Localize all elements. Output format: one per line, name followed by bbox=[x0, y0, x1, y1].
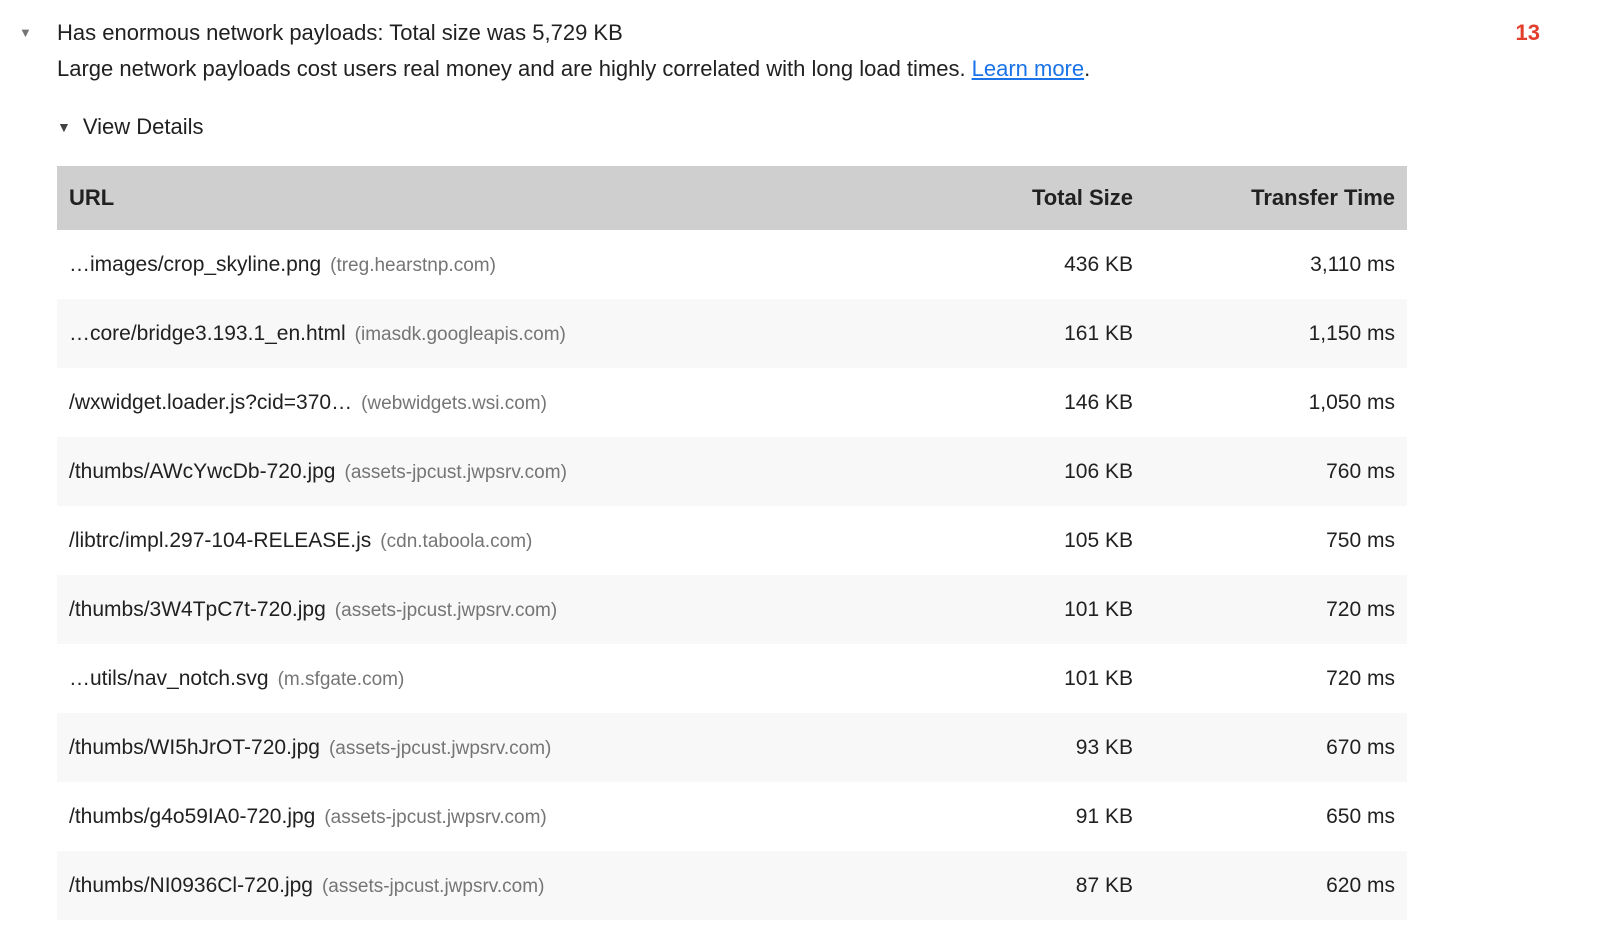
column-header-total-size: Total Size bbox=[945, 166, 1145, 230]
transfer-time-cell: 760 ms bbox=[1326, 459, 1395, 483]
total-size-cell: 146 KB bbox=[1064, 390, 1133, 414]
description-text: Large network payloads cost users real m… bbox=[57, 56, 966, 81]
total-size-cell: 105 KB bbox=[1064, 528, 1133, 552]
transfer-time-cell: 650 ms bbox=[1326, 804, 1395, 828]
url-text: /thumbs/3W4TpC7t-720.jpg bbox=[69, 597, 326, 621]
url-cell: …utils/nav_notch.svg (m.sfgate.com) bbox=[57, 644, 945, 713]
column-header-url: URL bbox=[57, 166, 945, 230]
total-size-cell: 161 KB bbox=[1064, 321, 1133, 345]
url-text: /wxwidget.loader.js?cid=370… bbox=[69, 390, 353, 414]
payloads-table: URL Total Size Transfer Time …images/cro… bbox=[57, 166, 1407, 920]
view-details-label: View Details bbox=[82, 114, 204, 139]
url-domain: (treg.hearstnp.com) bbox=[330, 254, 496, 276]
url-cell: /thumbs/WI5hJrOT-720.jpg (assets-jpcust.j… bbox=[57, 713, 945, 782]
collapse-audit-icon[interactable]: ▼ bbox=[19, 25, 32, 40]
audit-description: Large network payloads cost users real m… bbox=[57, 54, 1540, 84]
table-row: /thumbs/NI0936Cl-720.jpg (assets-jpcust.j… bbox=[57, 851, 1407, 920]
url-cell: /thumbs/AWcYwcDb-720.jpg (assets-jpcust.j… bbox=[57, 437, 945, 506]
audit-title: Has enormous network payloads: Total siz… bbox=[57, 20, 623, 45]
url-text: /thumbs/NI0936Cl-720.jpg bbox=[69, 873, 313, 897]
table-row: /libtrc/impl.297-104-RELEASE.js (cdn.tabo… bbox=[57, 506, 1407, 575]
transfer-time-cell: 750 ms bbox=[1326, 528, 1395, 552]
url-domain: (assets-jpcust.jwpsrv.com) bbox=[344, 461, 567, 483]
url-text: /thumbs/AWcYwcDb-720.jpg bbox=[69, 459, 336, 483]
transfer-time-cell: 1,050 ms bbox=[1308, 390, 1395, 414]
description-period: . bbox=[1084, 56, 1091, 81]
total-size-cell: 436 KB bbox=[1064, 252, 1133, 276]
url-domain: (assets-jpcust.jwpsrv.com) bbox=[321, 875, 545, 897]
url-text: …utils/nav_notch.svg bbox=[69, 666, 269, 690]
url-cell: …core/bridge3.193.1_en.html (imasdk.googl… bbox=[57, 299, 945, 368]
column-header-transfer-time: Transfer Time bbox=[1145, 166, 1407, 230]
table-row: /thumbs/g4o59IA0-720.jpg (assets-jpcust.j… bbox=[57, 782, 1407, 851]
transfer-time-cell: 670 ms bbox=[1326, 735, 1395, 759]
url-cell: /wxwidget.loader.js?cid=370… (webwidgets.… bbox=[57, 368, 945, 437]
url-domain: (webwidgets.wsi.com) bbox=[361, 392, 547, 414]
url-cell: /libtrc/impl.297-104-RELEASE.js (cdn.tabo… bbox=[57, 506, 945, 575]
transfer-time-cell: 3,110 ms bbox=[1310, 252, 1395, 276]
url-domain: (assets-jpcust.jwpsrv.com) bbox=[334, 599, 558, 621]
url-text: /libtrc/impl.297-104-RELEASE.js bbox=[69, 528, 372, 552]
learn-more-link[interactable]: Learn more bbox=[971, 56, 1085, 81]
url-cell: /thumbs/NI0936Cl-720.jpg (assets-jpcust.j… bbox=[57, 851, 945, 920]
table-row: /thumbs/WI5hJrOT-720.jpg (assets-jpcust.j… bbox=[57, 713, 1407, 782]
url-domain: (assets-jpcust.jwpsrv.com) bbox=[324, 806, 547, 828]
url-text: /thumbs/g4o59IA0-720.jpg bbox=[69, 804, 316, 828]
total-size-cell: 87 KB bbox=[1075, 873, 1133, 897]
table-header: URL Total Size Transfer Time bbox=[57, 166, 1407, 230]
url-domain: (assets-jpcust.jwpsrv.com) bbox=[328, 737, 552, 759]
table-row: …core/bridge3.193.1_en.html (imasdk.googl… bbox=[57, 299, 1407, 368]
audit-title-line: Has enormous network payloads: Total siz… bbox=[57, 18, 1540, 48]
url-cell: /thumbs/3W4TpC7t-720.jpg (assets-jpcust.j… bbox=[57, 575, 945, 644]
url-text: …core/bridge3.193.1_en.html bbox=[69, 321, 346, 345]
total-size-cell: 91 KB bbox=[1075, 804, 1133, 828]
table-row: …utils/nav_notch.svg (m.sfgate.com) 101 K… bbox=[57, 644, 1407, 713]
total-size-cell: 101 KB bbox=[1064, 597, 1133, 621]
total-size-cell: 106 KB bbox=[1064, 459, 1133, 483]
url-text: /thumbs/WI5hJrOT-720.jpg bbox=[69, 735, 320, 759]
total-size-cell: 101 KB bbox=[1064, 666, 1133, 690]
transfer-time-cell: 620 ms bbox=[1326, 873, 1395, 897]
audit-panel: ▼ Has enormous network payloads: Total s… bbox=[19, 18, 1540, 920]
view-details-toggle[interactable]: ▼ View Details bbox=[57, 114, 204, 140]
url-cell: /thumbs/g4o59IA0-720.jpg (assets-jpcust.j… bbox=[57, 782, 945, 851]
url-text: …images/crop_skyline.png bbox=[69, 252, 322, 276]
transfer-time-cell: 720 ms bbox=[1326, 597, 1395, 621]
table-row: /thumbs/AWcYwcDb-720.jpg (assets-jpcust.j… bbox=[57, 437, 1407, 506]
url-domain: (imasdk.googleapis.com) bbox=[354, 323, 566, 345]
table-body: …images/crop_skyline.png (treg.hearstnp.c… bbox=[57, 230, 1407, 920]
table-row: …images/crop_skyline.png (treg.hearstnp.c… bbox=[57, 230, 1407, 299]
url-domain: (m.sfgate.com) bbox=[277, 668, 405, 690]
table-row: /thumbs/3W4TpC7t-720.jpg (assets-jpcust.j… bbox=[57, 575, 1407, 644]
audit-score-badge: 13 bbox=[1515, 20, 1540, 45]
transfer-time-cell: 720 ms bbox=[1326, 666, 1395, 690]
table-row: /wxwidget.loader.js?cid=370… (webwidgets.… bbox=[57, 368, 1407, 437]
total-size-cell: 93 KB bbox=[1075, 735, 1133, 759]
url-cell: …images/crop_skyline.png (treg.hearstnp.c… bbox=[57, 230, 945, 299]
url-domain: (cdn.taboola.com) bbox=[380, 530, 533, 552]
transfer-time-cell: 1,150 ms bbox=[1308, 321, 1395, 345]
collapse-details-icon: ▼ bbox=[57, 119, 71, 135]
